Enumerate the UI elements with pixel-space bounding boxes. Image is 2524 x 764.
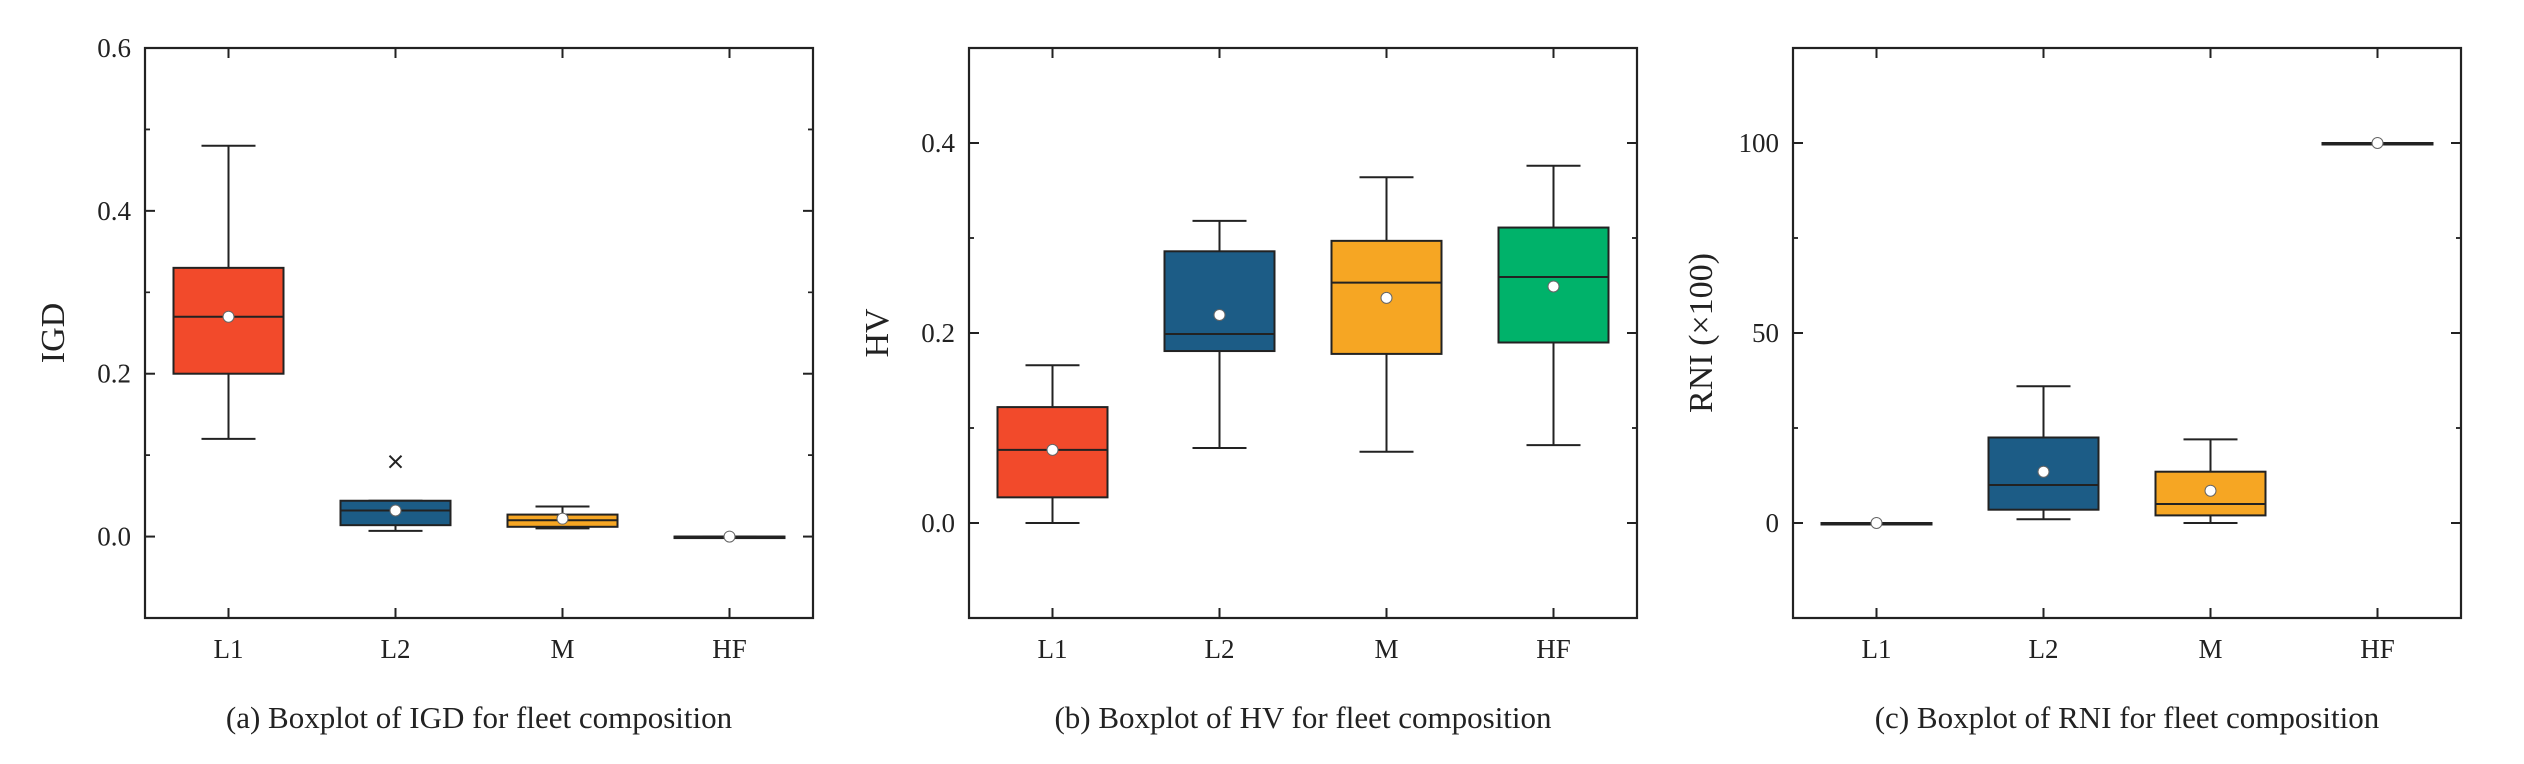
box-l2 xyxy=(1163,219,1276,449)
x-tick-label: L2 xyxy=(381,634,411,664)
x-ticks-a: L1 L2 M HF xyxy=(214,48,747,664)
plot-frame-c xyxy=(1791,46,2463,620)
box-m xyxy=(2154,438,2267,524)
y-tick-label: 0.6 xyxy=(97,33,131,63)
y-axis-label-a: IGD xyxy=(35,303,72,363)
box-l2 xyxy=(1987,385,2100,521)
boxes-c xyxy=(1820,137,2434,529)
mean-point xyxy=(2204,484,2217,497)
box-hf xyxy=(2321,137,2434,149)
x-tick-label: M xyxy=(2198,634,2222,664)
panel-b: 0.0 0.2 0.4 L1 L2 M HF HV (b) Boxplot of HV f… xyxy=(859,46,1639,735)
y-axis-label-c: RNI (×100) xyxy=(1683,253,1720,413)
y-tick-label: 0.2 xyxy=(97,359,131,389)
box-l1 xyxy=(1820,517,1933,529)
y-ticks-a: 0.0 0.2 0.4 0.6 xyxy=(97,33,813,552)
y-tick-label: 0.4 xyxy=(97,196,131,226)
caption-c: (c) Boxplot of RNI for fleet composition xyxy=(1875,700,2380,735)
x-tick-label: HF xyxy=(712,634,747,664)
y-tick-label: 0.4 xyxy=(921,128,955,158)
mean-point xyxy=(389,504,402,517)
x-ticks-b: L1 L2 M HF xyxy=(1038,48,1571,664)
box-m xyxy=(506,505,619,530)
y-tick-label: 0.2 xyxy=(921,318,955,348)
box-hf xyxy=(673,530,786,543)
box-m xyxy=(1330,176,1443,453)
x-tick-label: L2 xyxy=(1205,634,1235,664)
mean-point xyxy=(1547,280,1560,293)
mean-point xyxy=(1046,443,1059,456)
box-l1 xyxy=(172,144,285,440)
boxes-b xyxy=(996,164,1610,524)
box-iqr xyxy=(2154,470,2267,517)
y-tick-label: 100 xyxy=(1739,128,1780,158)
y-axis-label-b: HV xyxy=(859,308,896,358)
mean-point xyxy=(2371,137,2384,149)
outlier-marker xyxy=(388,454,403,469)
box-hf xyxy=(1497,164,1610,447)
mean-point xyxy=(1213,308,1226,321)
x-tick-label: L1 xyxy=(214,634,244,664)
x-tick-label: M xyxy=(1374,634,1398,664)
plot-frame-a xyxy=(143,46,815,620)
x-ticks-c: L1 L2 M HF xyxy=(1862,48,2395,664)
x-tick-label: L1 xyxy=(1862,634,1892,664)
caption-b: (b) Boxplot of HV for fleet composition xyxy=(1054,700,1552,735)
mean-point xyxy=(556,512,569,525)
panel-c: 0 50 100 L1 L2 M HF RNI (×100) (c) Boxplot of… xyxy=(1683,46,2463,735)
caption-a: (a) Boxplot of IGD for fleet composition xyxy=(226,700,733,735)
panel-a: 0.0 0.2 0.4 0.6 L1 L2 M HF IGD (a) Boxplot of … xyxy=(35,33,815,735)
y-ticks-c: 0 50 100 xyxy=(1739,128,2461,538)
box-iqr xyxy=(1163,250,1276,353)
box-l1 xyxy=(996,364,1109,524)
x-tick-label: L2 xyxy=(2029,634,2059,664)
y-tick-label: 0.0 xyxy=(921,508,955,538)
y-ticks-b: 0.0 0.2 0.4 xyxy=(921,128,1637,538)
mean-point xyxy=(723,530,736,543)
x-tick-label: HF xyxy=(2360,634,2395,664)
x-tick-label: HF xyxy=(1536,634,1571,664)
mean-point xyxy=(1870,517,1883,529)
mean-point xyxy=(222,310,235,323)
x-tick-label: L1 xyxy=(1038,634,1068,664)
y-tick-label: 0.0 xyxy=(97,522,131,552)
mean-point xyxy=(2037,465,2050,478)
boxes-a xyxy=(172,144,786,543)
y-tick-label: 50 xyxy=(1752,318,1779,348)
mean-point xyxy=(1380,291,1393,304)
y-tick-label: 0 xyxy=(1766,508,1780,538)
box-l2 xyxy=(339,454,452,532)
x-tick-label: M xyxy=(550,634,574,664)
